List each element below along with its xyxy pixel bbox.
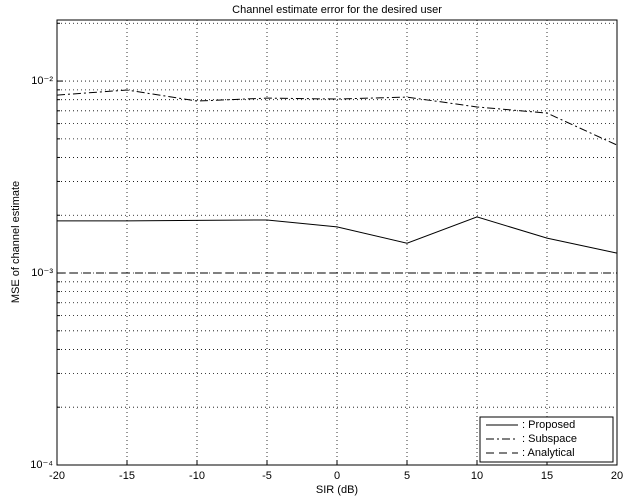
x-tick-label: 10 [471,470,483,482]
data-line [56,89,618,146]
legend-label: : Proposed [522,419,575,431]
x-tick-label: -5 [262,470,272,482]
x-tick-label: 0 [334,470,340,482]
legend-label: : Subspace [522,433,577,445]
y-axis-label: MSE of channel estimate [10,181,22,303]
y-tick-label: 10⁻⁴ [30,459,53,471]
x-tick-label: 5 [404,470,410,482]
plot-frame [56,19,618,466]
chart-title: Channel estimate error for the desired u… [232,4,442,16]
x-tick-label: 15 [541,470,553,482]
data-line [57,216,618,254]
x-tick-label: -20 [49,470,65,482]
x-tick-label: -15 [119,470,135,482]
x-axis-label: SIR (dB) [316,484,358,496]
y-tick-label: 10⁻² [31,75,53,87]
y-tick-label: 10⁻³ [31,267,53,279]
x-tick-label: -10 [189,470,205,482]
legend-label: : Analytical [522,447,575,459]
x-tick-label: 20 [611,470,623,482]
